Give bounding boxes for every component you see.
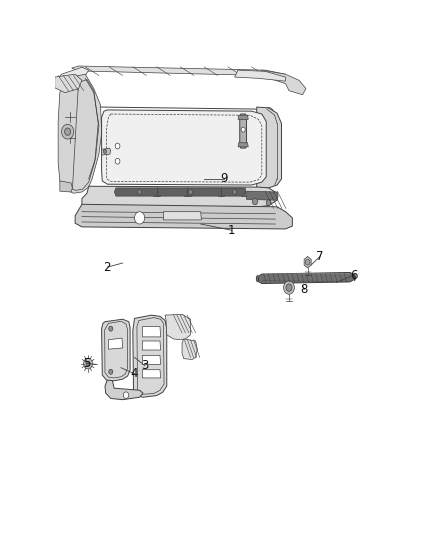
Polygon shape [142,327,161,337]
Polygon shape [58,67,88,81]
Circle shape [188,190,193,195]
Polygon shape [114,188,246,196]
Polygon shape [102,110,266,185]
Polygon shape [182,339,197,359]
Circle shape [283,281,294,294]
Circle shape [134,212,145,224]
Circle shape [266,200,271,206]
Polygon shape [142,341,161,350]
Text: 7: 7 [316,251,323,263]
Polygon shape [55,74,82,93]
Circle shape [233,190,237,195]
Circle shape [109,369,113,374]
Circle shape [286,284,292,292]
Circle shape [305,260,310,265]
Polygon shape [72,66,286,78]
Polygon shape [142,370,161,378]
Polygon shape [247,191,278,200]
Circle shape [61,124,74,139]
Polygon shape [102,148,111,155]
Text: 8: 8 [300,283,308,296]
Polygon shape [258,272,354,284]
Polygon shape [102,319,130,381]
Polygon shape [258,70,306,95]
Polygon shape [142,356,161,365]
Polygon shape [60,181,72,192]
Polygon shape [238,143,248,147]
Polygon shape [163,212,201,220]
Polygon shape [108,338,123,349]
Circle shape [64,128,71,135]
Text: 2: 2 [104,261,111,273]
Polygon shape [240,114,247,148]
Circle shape [241,127,245,132]
Polygon shape [82,186,277,207]
Circle shape [84,358,92,369]
Text: 4: 4 [131,367,138,381]
Text: 6: 6 [350,269,357,282]
Text: 9: 9 [221,172,228,185]
Polygon shape [257,107,282,188]
Text: 1: 1 [227,224,235,237]
Circle shape [138,190,141,195]
Circle shape [115,143,120,149]
Polygon shape [105,378,143,400]
Circle shape [252,198,258,205]
Polygon shape [58,74,102,193]
Polygon shape [133,315,167,397]
Polygon shape [238,115,248,119]
Polygon shape [235,70,286,81]
Polygon shape [304,256,311,268]
Circle shape [109,326,113,331]
Circle shape [124,392,129,399]
Text: 3: 3 [141,359,148,372]
Polygon shape [75,204,293,229]
Polygon shape [165,314,191,340]
Circle shape [86,361,90,366]
Text: 5: 5 [83,357,91,370]
Circle shape [103,149,107,154]
Circle shape [115,158,120,164]
